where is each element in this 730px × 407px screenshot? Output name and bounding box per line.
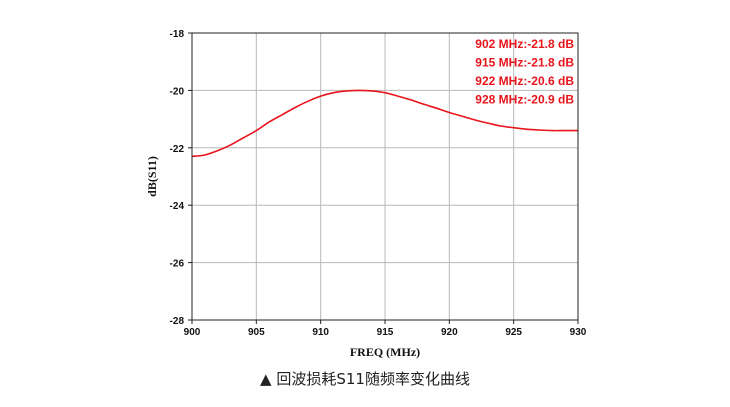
figure-caption: ▲ 回波损耗S11随频率变化曲线	[260, 370, 470, 388]
y-tick-label: -26	[170, 259, 185, 270]
annotation-line: 902 MHz:-21.8 dB	[475, 37, 574, 51]
annotation-line: 922 MHz:-20.6 dB	[475, 74, 574, 88]
s11-series-line	[191, 89, 578, 158]
annotation-line: 928 MHz:-20.9 dB	[475, 93, 574, 107]
x-axis: 900 905 910 915 920 925 930	[184, 320, 587, 338]
y-axis: -18 -20 -22 -24 -26 -28	[170, 29, 192, 327]
x-tick-label: 910	[312, 327, 329, 338]
y-tick-label: -18	[170, 29, 185, 40]
y-axis-title: dB(S11)	[145, 156, 159, 197]
x-tick-label: 920	[441, 327, 458, 338]
x-tick-label: 930	[570, 327, 587, 338]
y-tick-label: -28	[170, 316, 185, 327]
y-tick-label: -22	[170, 144, 185, 155]
x-tick-label: 915	[377, 327, 394, 338]
annotation-line: 915 MHz:-21.8 dB	[475, 56, 574, 70]
annotation-box: 902 MHz:-21.8 dB 915 MHz:-21.8 dB 922 MHz:…	[475, 37, 574, 107]
x-tick-label: 905	[248, 327, 265, 338]
y-tick-label: -24	[170, 201, 185, 212]
x-tick-label: 925	[505, 327, 522, 338]
x-tick-label: 900	[184, 327, 201, 338]
x-axis-title: FREQ (MHz)	[350, 345, 420, 359]
y-tick-label: -20	[170, 86, 185, 97]
